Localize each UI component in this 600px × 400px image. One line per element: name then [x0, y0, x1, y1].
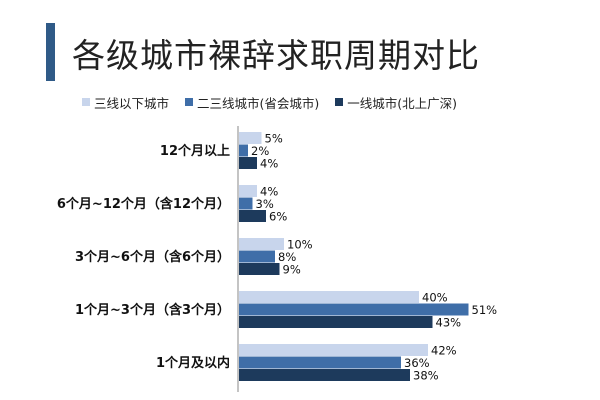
bar-2-series-1	[239, 185, 257, 197]
value-label-2-series-2: 3%	[256, 197, 274, 211]
bar-5-series-1	[239, 344, 428, 356]
legend-label-series-2: 二三线城市(省会城市)	[197, 95, 320, 111]
legend-label-series-1: 三线以下城市	[94, 95, 170, 111]
bar-1-series-3	[239, 157, 257, 169]
value-label-3-series-2: 8%	[278, 250, 296, 264]
bar-1-series-2	[239, 144, 248, 157]
value-label-1-series-3: 4%	[260, 157, 278, 171]
legend-swatch-series-2	[185, 98, 194, 106]
bar-5-series-2	[239, 356, 401, 369]
value-label-4-series-1: 40%	[422, 291, 448, 305]
bar-3-series-1	[239, 238, 284, 250]
bar-2-series-2	[239, 197, 253, 210]
title-accent-bar	[46, 23, 55, 81]
bar-4-series-3	[239, 316, 433, 328]
legend-item-series-1: 三线以下城市	[82, 93, 169, 112]
value-label-2-series-1: 4%	[260, 185, 278, 199]
chart-title: 各级城市裸辞求职周期对比	[72, 36, 480, 75]
category-label-4: 1个月~3个月（含3个月）	[75, 302, 230, 318]
bar-2-series-3	[239, 210, 266, 222]
value-label-4-series-2: 51%	[472, 303, 498, 317]
value-label-2-series-3: 6%	[269, 210, 287, 224]
legend: 三线以下城市 二三线城市(省会城市) 一线城市(北上广深)	[82, 93, 562, 111]
legend-label-series-3: 一线城市(北上广深)	[347, 95, 458, 111]
legend-item-series-3: 一线城市(北上广深)	[335, 93, 457, 112]
value-label-3-series-1: 10%	[287, 238, 313, 252]
bar-4-series-2	[239, 303, 469, 316]
bar-5-series-3	[239, 369, 410, 381]
value-label-1-series-1: 5%	[265, 132, 283, 146]
category-label-5: 1个月及以内	[156, 355, 230, 371]
bar-4-series-1	[239, 291, 419, 303]
legend-swatch-series-3	[335, 98, 344, 106]
bar-1-series-1	[239, 132, 262, 144]
category-label-1: 12个月以上	[160, 143, 230, 159]
value-label-4-series-3: 43%	[436, 316, 462, 330]
value-label-5-series-2: 36%	[404, 356, 430, 370]
bar-3-series-2	[239, 250, 275, 263]
legend-item-series-2: 二三线城市(省会城市)	[185, 93, 319, 112]
value-label-5-series-1: 42%	[431, 344, 457, 358]
legend-swatch-series-1	[82, 98, 90, 106]
value-label-3-series-3: 9%	[283, 263, 301, 277]
value-label-5-series-3: 38%	[413, 369, 439, 383]
category-label-2: 6个月~12个月（含12个月）	[57, 196, 230, 212]
category-label-3: 3个月~6个月（含6个月）	[75, 249, 230, 265]
bar-3-series-3	[239, 263, 280, 275]
value-label-1-series-2: 2%	[251, 144, 269, 158]
